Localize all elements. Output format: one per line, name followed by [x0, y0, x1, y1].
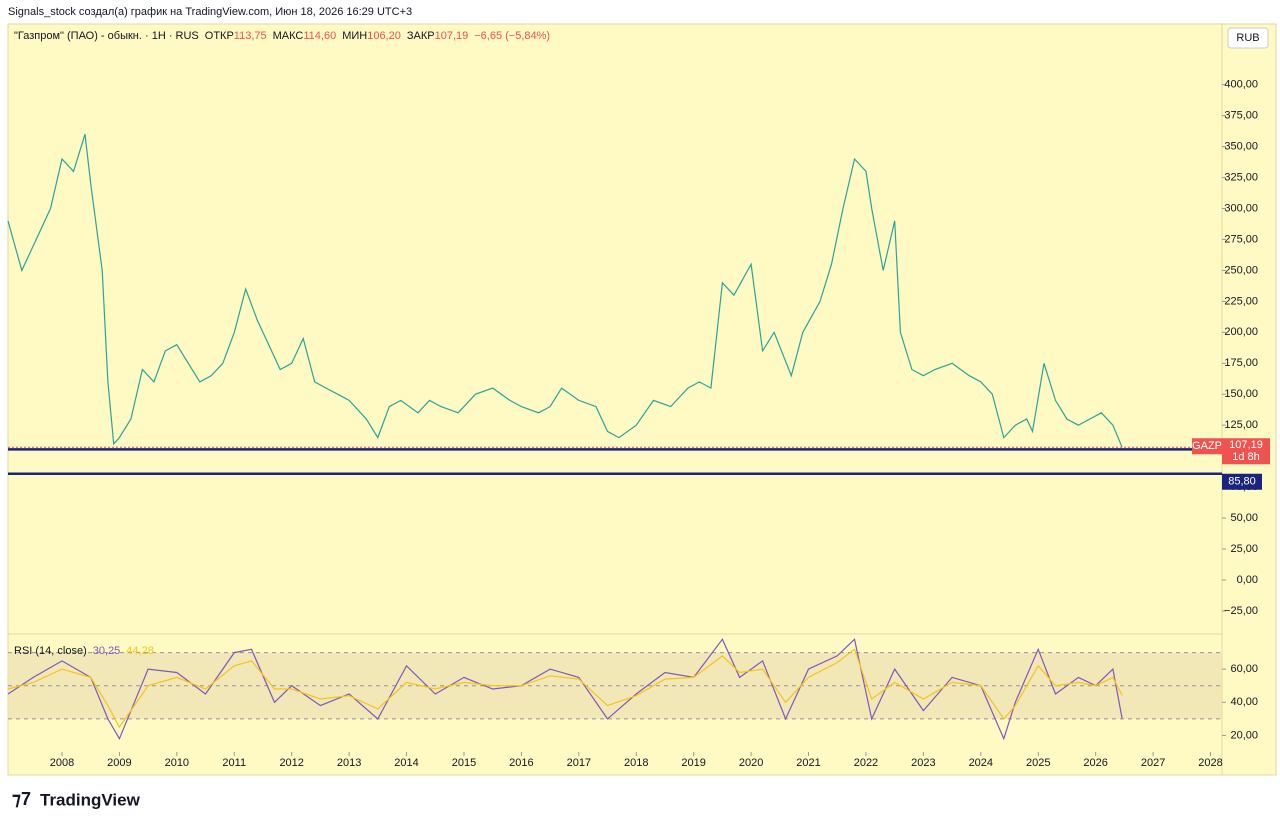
y-tick-label: 125,00 — [1224, 419, 1258, 431]
y-tick-label: 275,00 — [1224, 233, 1258, 245]
y-tick-label: 40,00 — [1230, 696, 1258, 708]
legend-part: ОТКР — [205, 30, 234, 42]
y-tick-label: 350,00 — [1224, 140, 1258, 152]
x-tick-label: 2020 — [739, 757, 763, 769]
y-tick-label: 0,00 — [1237, 574, 1258, 586]
y-tick-label: 20,00 — [1230, 729, 1258, 741]
last-price-label: 107,19 — [1229, 439, 1263, 451]
x-tick-label: 2027 — [1141, 757, 1165, 769]
x-tick-label: 2009 — [107, 757, 131, 769]
price-legend: "Газпром" (ПАО) - обыкн. · 1Н · RUS ОТКР1… — [14, 30, 550, 42]
legend-part: 114,60 — [303, 30, 336, 42]
x-tick-label: 2015 — [452, 757, 476, 769]
legend-part: 113,75 — [234, 30, 267, 42]
y-tick-label: 60,00 — [1230, 663, 1258, 675]
series-name: GAZP — [1192, 440, 1222, 452]
y-tick-label: 50,00 — [1230, 512, 1258, 524]
y-tick-label: 250,00 — [1224, 264, 1258, 276]
y-tick-label: 25,00 — [1230, 543, 1258, 555]
x-tick-label: 2012 — [279, 757, 303, 769]
legend-part: 106,20 — [367, 30, 401, 42]
legend-value: 44,28 — [126, 645, 154, 657]
x-tick-label: 2025 — [1026, 757, 1050, 769]
series-line — [7, 638, 1123, 741]
x-tick-label: 2010 — [165, 757, 189, 769]
chart-frame — [7, 23, 1277, 776]
legend-part: −6,65 (−5,84%) — [474, 30, 550, 42]
y-tick-label: 175,00 — [1224, 357, 1258, 369]
last-price-box — [1222, 438, 1270, 465]
y-tick-label: −25,00 — [1224, 605, 1258, 617]
legend-part: ЗАКР — [407, 30, 435, 42]
x-tick-label: 2017 — [567, 757, 591, 769]
x-tick-label: 2022 — [854, 757, 878, 769]
x-tick-label: 2028 — [1198, 757, 1222, 769]
x-tick-label: 2013 — [337, 757, 361, 769]
legend-part: "Газпром" (ПАО) - обыкн. · 1Н · RUS — [14, 30, 199, 42]
currency-button[interactable] — [1227, 27, 1269, 49]
x-tick-label: 2019 — [681, 757, 705, 769]
y-tick-label: 400,00 — [1224, 79, 1258, 91]
y-tick-label: 325,00 — [1224, 171, 1258, 183]
logo-mark: ⁊7 — [12, 789, 31, 809]
countdown: 1d 8h — [1232, 451, 1260, 463]
x-tick-label: 2016 — [509, 757, 533, 769]
currency[interactable]: RUB — [1236, 32, 1259, 44]
header-text: Signals_stock создал(а) график на Tradin… — [8, 6, 412, 18]
x-tick-label: 2008 — [50, 757, 74, 769]
x-tick-label: 2026 — [1083, 757, 1107, 769]
x-tick-label: 2023 — [911, 757, 935, 769]
legend-part: RSI (14, close) — [14, 645, 87, 657]
footer-logo: TradingView — [40, 790, 141, 809]
series-line — [7, 648, 1123, 729]
level-label: 85,80 — [1228, 476, 1256, 488]
last-price-tag — [1192, 438, 1222, 455]
rsi-band — [8, 652, 1222, 719]
y-tick-label: 150,00 — [1224, 388, 1258, 400]
legend-part: МАКС — [273, 30, 304, 42]
y-tick-label: 200,00 — [1224, 326, 1258, 338]
y-tick-label: 375,00 — [1224, 110, 1258, 122]
legend-part: 107,19 — [435, 30, 469, 42]
level-tag — [1222, 473, 1262, 490]
x-tick-label: 2021 — [796, 757, 820, 769]
x-tick-label: 2018 — [624, 757, 648, 769]
legend-part: МИН — [342, 30, 367, 42]
x-tick-label: 2011 — [222, 757, 246, 769]
x-tick-label: 2014 — [394, 757, 418, 769]
y-tick-label: 300,00 — [1224, 202, 1258, 214]
legend-value: 30,25 — [93, 645, 121, 657]
series-line — [7, 134, 1123, 448]
x-tick-label: 2024 — [969, 757, 993, 769]
rsi-legend: RSI (14, close) 30,25 44,28 — [14, 645, 154, 657]
y-tick-label: 225,00 — [1224, 295, 1258, 307]
